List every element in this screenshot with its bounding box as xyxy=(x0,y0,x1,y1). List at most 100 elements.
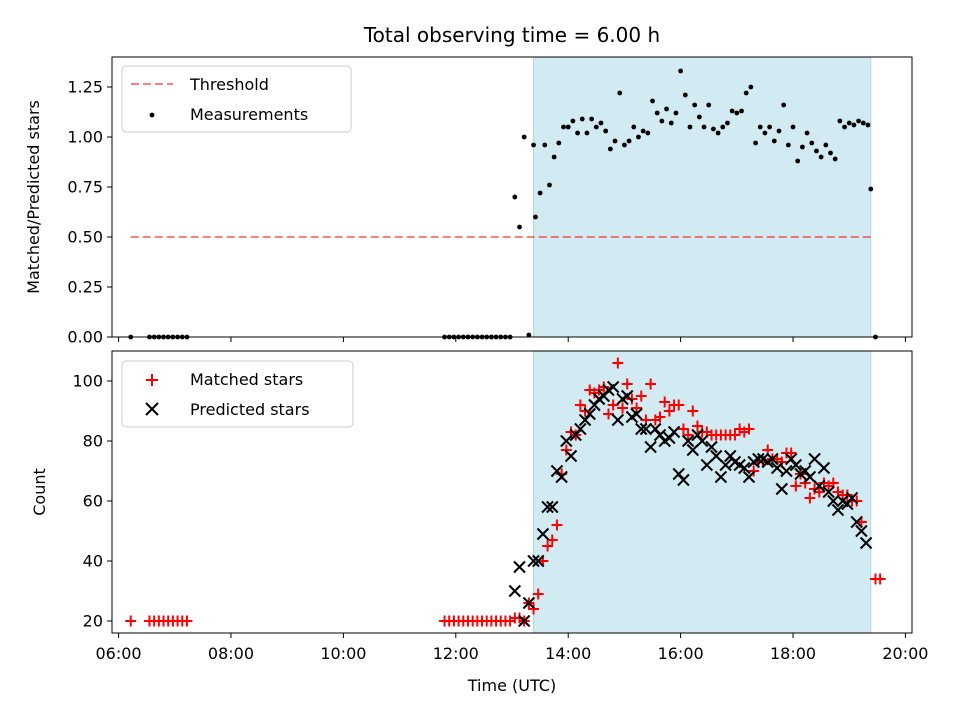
measurement-point xyxy=(584,130,590,136)
predicted-star-mark xyxy=(606,380,620,394)
measurement-point xyxy=(547,182,552,188)
measurement-point xyxy=(561,124,566,130)
y-tick-label: 0.00 xyxy=(67,328,103,347)
matched-star-point xyxy=(790,480,802,492)
top-axes-frame xyxy=(111,56,913,338)
predicted-star-mark xyxy=(630,407,643,421)
measurement-point xyxy=(828,150,833,156)
predicted-star-point xyxy=(705,440,718,454)
predicted-star-mark xyxy=(667,425,681,439)
predicted-star-point xyxy=(827,494,840,508)
predicted-star-point xyxy=(803,470,817,484)
measurement-point xyxy=(790,124,796,130)
predicted-star-point xyxy=(527,554,540,568)
predicted-star-point xyxy=(677,473,690,487)
predicted-star-mark xyxy=(677,473,690,487)
measurement-point xyxy=(781,102,787,108)
matched-star-point xyxy=(813,486,825,498)
legend-threshold-label: Threshold xyxy=(189,75,269,94)
predicted-star-mark xyxy=(738,461,751,475)
predicted-star-mark xyxy=(859,536,873,550)
measurement-point xyxy=(818,154,824,160)
predicted-star-point xyxy=(742,470,756,484)
predicted-star-mark xyxy=(639,422,653,436)
measurement-point xyxy=(865,122,871,128)
measurement-point xyxy=(851,122,857,128)
measurement-point xyxy=(622,142,627,148)
predicted-star-mark xyxy=(508,584,522,598)
measurement-point xyxy=(739,108,744,114)
predicted-star-mark xyxy=(611,413,625,427)
bottom-matched-points xyxy=(125,357,886,627)
bottom-predicted-points xyxy=(508,380,873,628)
measurement-point xyxy=(612,138,618,144)
matched-star-point xyxy=(677,423,689,435)
measurement-point xyxy=(654,110,660,116)
predicted-star-mark xyxy=(536,527,550,541)
matched-star-point xyxy=(602,408,614,420)
measurement-point xyxy=(526,332,532,338)
predicted-star-point xyxy=(752,452,765,466)
matched-star-point xyxy=(682,429,694,441)
matched-star-point xyxy=(579,405,591,417)
measurement-point xyxy=(531,142,536,148)
y-tick-label: 40 xyxy=(83,552,103,571)
matched-star-point xyxy=(635,390,647,402)
matched-star-point xyxy=(654,411,666,423)
predicted-star-point xyxy=(644,440,657,454)
predicted-star-mark xyxy=(831,503,845,517)
predicted-star-mark xyxy=(770,461,784,475)
predicted-star-mark xyxy=(532,554,545,568)
top-shaded-band xyxy=(533,56,872,338)
measurement-point xyxy=(659,118,665,124)
measurement-point xyxy=(598,120,604,126)
top-y-axis-label: Matched/Predicted stars xyxy=(24,100,43,294)
legend-matched-label: Matched stars xyxy=(190,370,303,389)
predicted-star-point xyxy=(686,443,700,457)
predicted-star-point xyxy=(808,452,821,466)
predicted-star-point xyxy=(789,458,803,472)
measurement-point xyxy=(593,124,599,130)
predicted-star-point xyxy=(813,479,826,493)
measurement-point xyxy=(645,130,651,136)
predicted-star-mark xyxy=(803,470,817,484)
matched-star-point xyxy=(673,399,685,411)
y-tick-label: 20 xyxy=(83,612,103,631)
predicted-star-point xyxy=(517,614,531,628)
measurement-point xyxy=(804,130,810,136)
measurement-point xyxy=(767,124,773,130)
predicted-star-mark xyxy=(808,452,821,466)
predicted-star-point xyxy=(859,536,873,550)
predicted-star-mark xyxy=(700,458,714,472)
predicted-star-mark xyxy=(714,470,728,484)
predicted-star-mark xyxy=(789,458,803,472)
predicted-star-point xyxy=(831,503,845,517)
y-tick-label: 1.25 xyxy=(67,78,103,97)
bottom-axes-frame xyxy=(111,350,913,634)
predicted-star-point xyxy=(532,554,545,568)
measurement-point xyxy=(692,102,698,108)
predicted-star-mark xyxy=(836,494,849,508)
predicted-star-mark xyxy=(822,485,835,499)
predicted-star-mark xyxy=(775,482,788,496)
matched-star-point xyxy=(546,534,558,546)
predicted-star-point xyxy=(780,464,793,478)
predicted-star-mark xyxy=(621,389,634,403)
predicted-star-point xyxy=(714,470,728,484)
predicted-star-mark xyxy=(845,491,859,505)
predicted-star-mark xyxy=(517,614,531,628)
predicted-star-mark xyxy=(752,452,765,466)
measurement-point xyxy=(725,120,730,126)
predicted-star-point xyxy=(667,425,681,439)
bottom-legend: Matched stars Predicted stars xyxy=(121,360,354,428)
predicted-star-mark xyxy=(855,524,868,538)
bottom-y-ticks: 20 40 60 80 100 xyxy=(72,372,112,631)
predicted-star-point xyxy=(681,434,695,448)
predicted-star-point xyxy=(817,461,831,475)
measurement-point xyxy=(842,124,847,130)
predicted-star-point xyxy=(845,491,859,505)
measurement-point xyxy=(743,90,749,96)
measurement-point xyxy=(748,84,754,90)
matched-star-point xyxy=(874,573,886,585)
matched-star-point xyxy=(607,399,619,411)
